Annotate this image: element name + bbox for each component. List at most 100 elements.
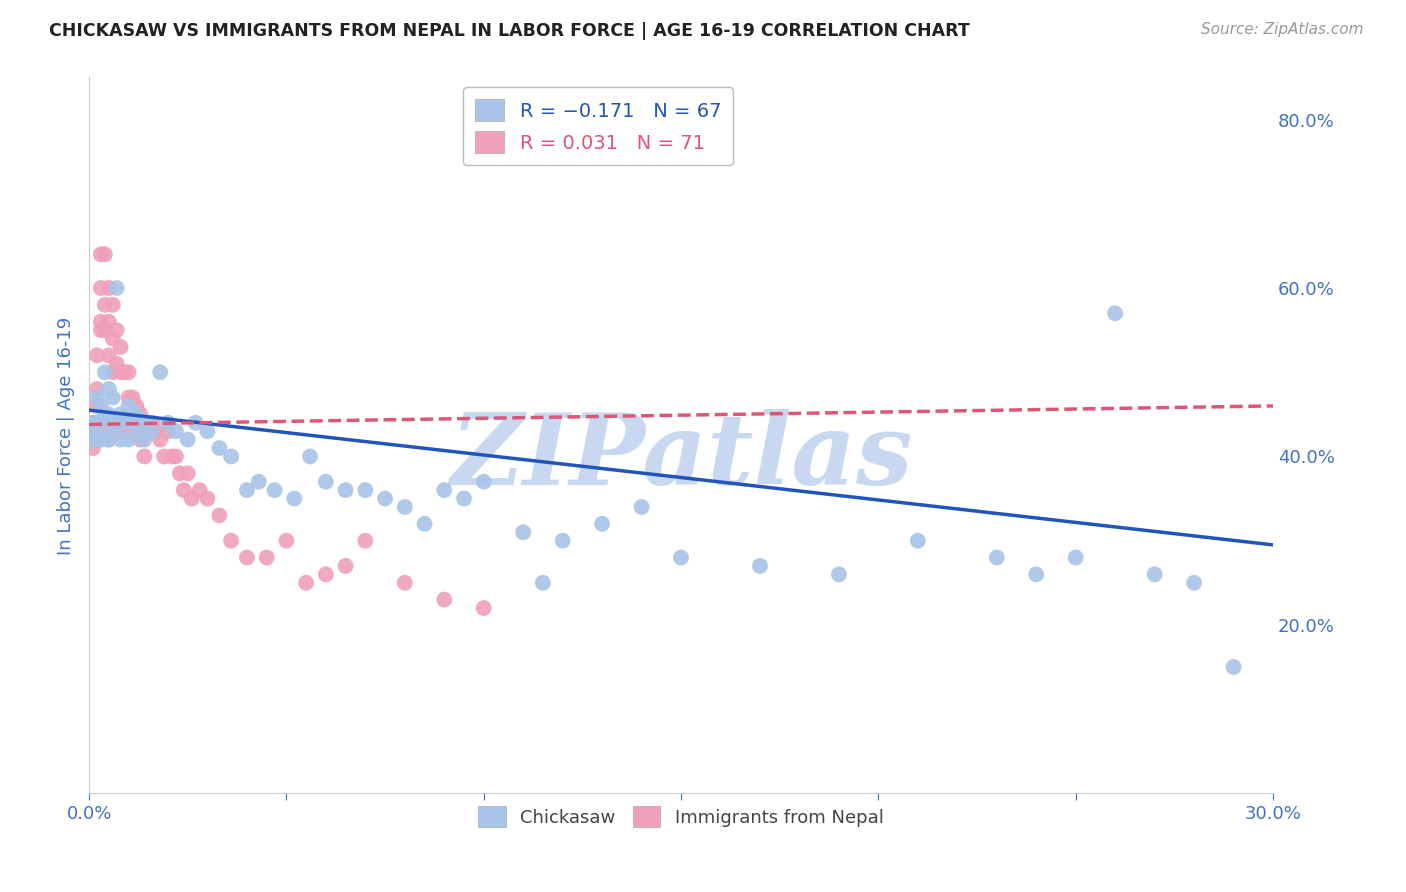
Point: [433, 483, 456, 497]
Point: [94, 323, 117, 337]
Point: [141, 424, 163, 438]
Point: [110, 433, 132, 447]
Point: [90, 281, 112, 295]
Point: [184, 416, 207, 430]
Point: [335, 558, 357, 573]
Point: [472, 475, 495, 489]
Point: [1222, 660, 1244, 674]
Point: [114, 365, 136, 379]
Text: ZIPatlas: ZIPatlas: [450, 409, 912, 505]
Point: [433, 592, 456, 607]
Point: [90, 416, 112, 430]
Point: [1064, 550, 1087, 565]
Point: [101, 365, 124, 379]
Point: [86, 416, 108, 430]
Point: [315, 475, 337, 489]
Point: [512, 525, 534, 540]
Point: [335, 483, 357, 497]
Point: [97, 408, 120, 422]
Point: [141, 416, 163, 430]
Point: [907, 533, 929, 548]
Point: [101, 416, 124, 430]
Point: [94, 408, 117, 422]
Point: [247, 475, 270, 489]
Point: [129, 424, 152, 438]
Point: [134, 450, 156, 464]
Point: [354, 483, 377, 497]
Point: [117, 365, 139, 379]
Point: [110, 340, 132, 354]
Point: [197, 491, 219, 506]
Point: [134, 433, 156, 447]
Point: [114, 416, 136, 430]
Point: [173, 483, 195, 497]
Point: [117, 433, 139, 447]
Point: [97, 433, 120, 447]
Point: [82, 424, 104, 438]
Point: [263, 483, 285, 497]
Point: [97, 382, 120, 396]
Point: [630, 500, 652, 514]
Point: [531, 575, 554, 590]
Point: [110, 365, 132, 379]
Point: [117, 399, 139, 413]
Point: [110, 424, 132, 438]
Point: [156, 416, 179, 430]
Point: [177, 433, 200, 447]
Point: [82, 416, 104, 430]
Point: [149, 433, 172, 447]
Point: [156, 424, 179, 438]
Point: [94, 298, 117, 312]
Point: [145, 424, 167, 438]
Y-axis label: In Labor Force | Age 16-19: In Labor Force | Age 16-19: [58, 317, 75, 555]
Point: [394, 500, 416, 514]
Point: [169, 467, 191, 481]
Point: [1104, 306, 1126, 320]
Point: [86, 399, 108, 413]
Point: [82, 433, 104, 447]
Point: [1025, 567, 1047, 582]
Point: [101, 424, 124, 438]
Point: [90, 247, 112, 261]
Text: CHICKASAW VS IMMIGRANTS FROM NEPAL IN LABOR FORCE | AGE 16-19 CORRELATION CHART: CHICKASAW VS IMMIGRANTS FROM NEPAL IN LA…: [49, 22, 970, 40]
Point: [256, 550, 278, 565]
Point: [219, 533, 242, 548]
Point: [276, 533, 298, 548]
Point: [315, 567, 337, 582]
Point: [299, 450, 322, 464]
Point: [86, 382, 108, 396]
Point: [105, 416, 128, 430]
Point: [394, 575, 416, 590]
Point: [97, 348, 120, 362]
Point: [177, 467, 200, 481]
Point: [136, 424, 159, 438]
Point: [129, 433, 152, 447]
Point: [295, 575, 318, 590]
Point: [236, 550, 259, 565]
Point: [105, 323, 128, 337]
Point: [591, 516, 613, 531]
Point: [90, 416, 112, 430]
Point: [110, 408, 132, 422]
Point: [101, 332, 124, 346]
Point: [236, 483, 259, 497]
Point: [149, 365, 172, 379]
Point: [125, 399, 148, 413]
Point: [101, 391, 124, 405]
Point: [125, 416, 148, 430]
Point: [82, 416, 104, 430]
Point: [97, 281, 120, 295]
Point: [1182, 575, 1205, 590]
Point: [669, 550, 692, 565]
Point: [97, 315, 120, 329]
Point: [86, 416, 108, 430]
Point: [165, 424, 187, 438]
Point: [105, 424, 128, 438]
Point: [117, 391, 139, 405]
Point: [354, 533, 377, 548]
Text: Source: ZipAtlas.com: Source: ZipAtlas.com: [1201, 22, 1364, 37]
Point: [121, 416, 143, 430]
Point: [90, 433, 112, 447]
Point: [160, 450, 183, 464]
Point: [453, 491, 475, 506]
